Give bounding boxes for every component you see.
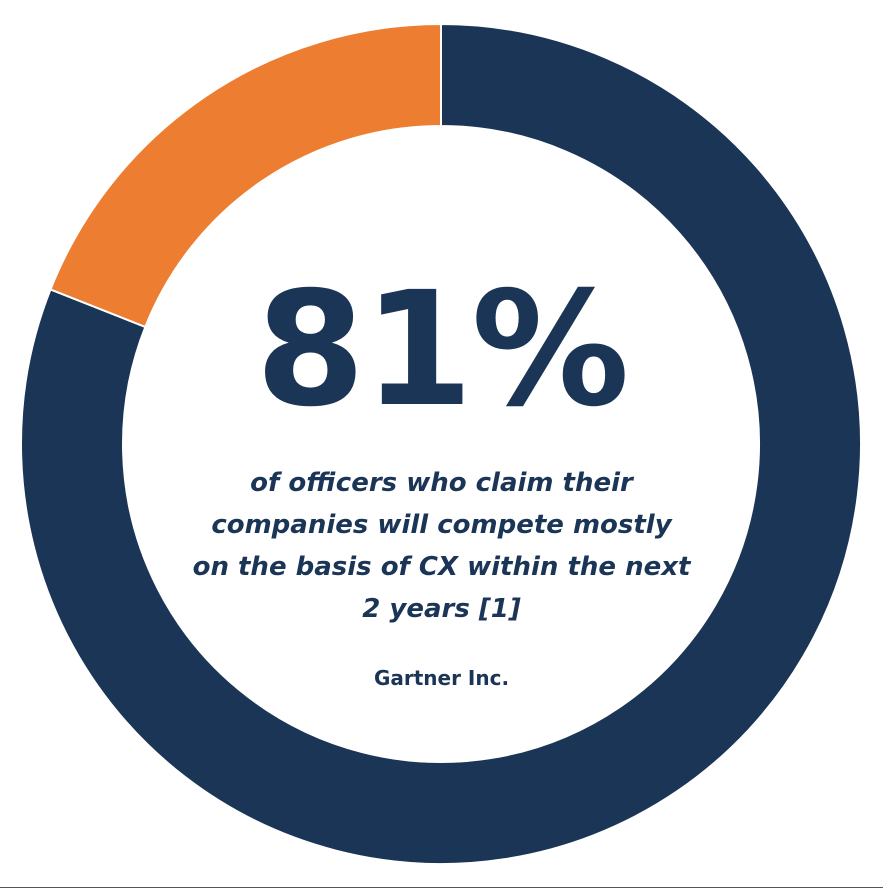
donut-slice-0 bbox=[20, 22, 862, 865]
donut-slices bbox=[20, 22, 862, 865]
bottom-divider bbox=[0, 887, 883, 888]
donut-slice-1 bbox=[49, 22, 442, 329]
center-content: 81% of officers who claim their companie… bbox=[150, 270, 733, 690]
chart-caption: of officers who claim their companies wi… bbox=[192, 468, 691, 624]
center-percentage: 81% bbox=[255, 258, 629, 442]
source-label: Gartner Inc. bbox=[373, 666, 510, 690]
